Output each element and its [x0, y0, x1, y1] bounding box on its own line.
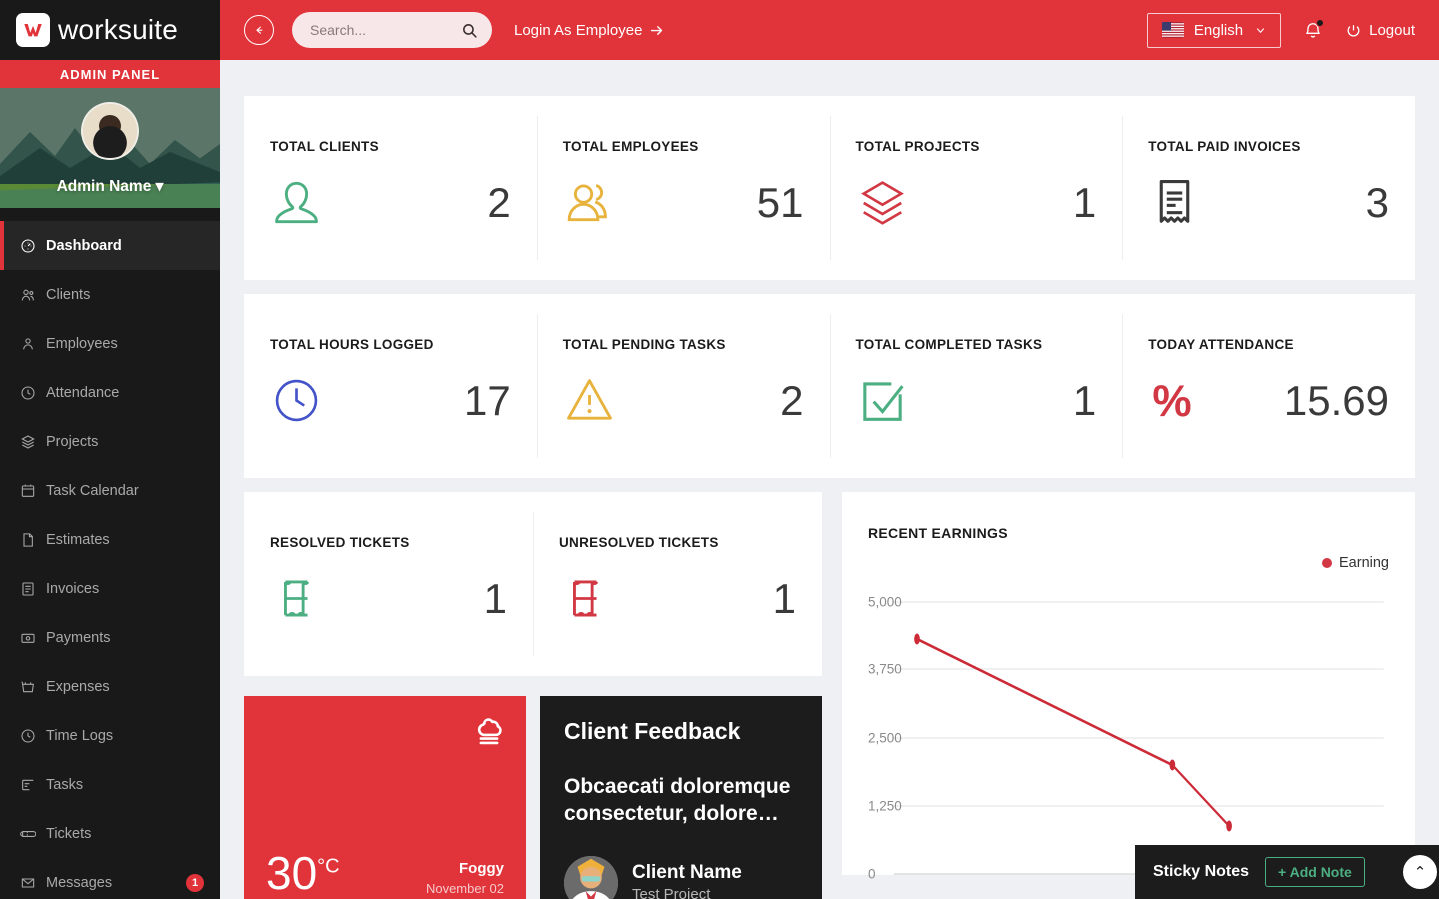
- svg-text:%: %: [1153, 377, 1192, 426]
